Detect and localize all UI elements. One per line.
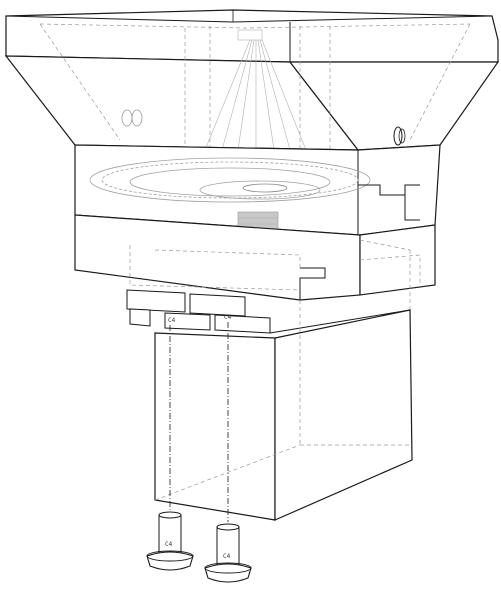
screw-right: C4 [204, 523, 252, 583]
screw-left: C4 [146, 511, 194, 571]
screw-label: C4 [223, 553, 231, 560]
fastener-label: C4 [168, 317, 176, 324]
base-plate [74, 214, 436, 460]
screw-axis-lines [169, 322, 229, 522]
hopper-funnel [4, 9, 500, 160]
fastener-label: C4 [224, 314, 232, 321]
screw-label: C4 [165, 541, 173, 548]
mounting-tabs: C4 C4 [126, 289, 271, 334]
servo-body [154, 300, 413, 521]
